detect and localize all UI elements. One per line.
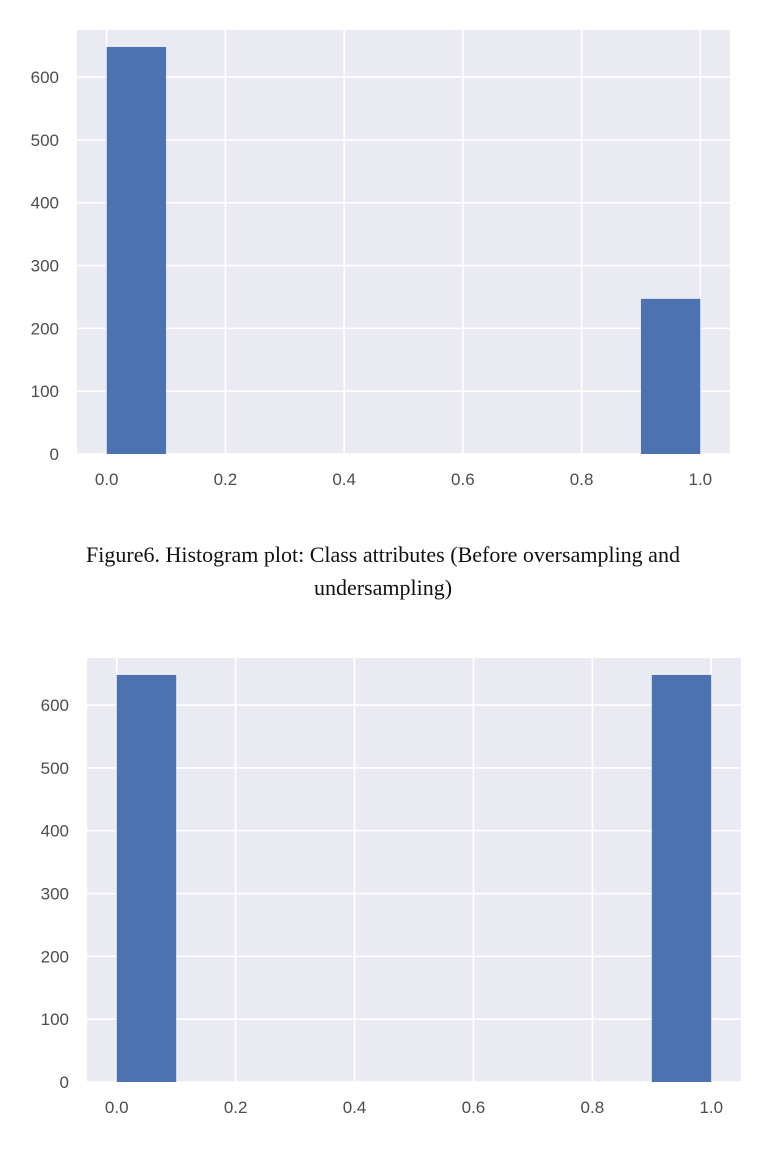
chart-1-y-tick-label: 300 <box>31 257 59 276</box>
chart-1-y-tick-label: 0 <box>50 445 59 464</box>
chart-1-y-tick-label: 400 <box>31 194 59 213</box>
chart-2-x-tick-label: 0.8 <box>581 1098 605 1117</box>
histogram-before-svg: 0.0 0.2 0.4 0.6 0.8 1.0 0 100 200 300 400 500 600 <box>31 30 730 489</box>
chart-2-x-tick-label: 0.2 <box>224 1098 248 1117</box>
chart-1-x-tick-label: 1.0 <box>688 470 712 489</box>
chart-1-x-tick-label: 0.4 <box>332 470 356 489</box>
chart-2-y-tick-label: 400 <box>41 822 69 841</box>
chart-1-x-tick-label: 0.0 <box>95 470 119 489</box>
chart-2-x-tick-label: 1.0 <box>699 1098 723 1117</box>
chart-1-y-tick-label: 100 <box>31 382 59 401</box>
chart-1-bar <box>106 46 167 455</box>
chart-1-bar <box>640 298 701 454</box>
histogram-after-svg: 0.0 0.2 0.4 0.6 0.8 1.0 0 100 200 300 400 500 600 <box>41 658 741 1117</box>
chart-1-y-tick-label: 500 <box>31 131 59 150</box>
chart-1-plot-area <box>77 30 730 454</box>
chart-1-x-tick-label: 0.6 <box>451 470 475 489</box>
chart-2-bar <box>116 674 177 1082</box>
histogram-after: 0.0 0.2 0.4 0.6 0.8 1.0 0 100 200 300 400 500 600 <box>0 640 766 1152</box>
figure-caption-text: Figure6. Histogram plot: Class attribute… <box>86 542 680 600</box>
chart-2-x-tick-label: 0.4 <box>343 1098 367 1117</box>
chart-2-y-tick-label: 200 <box>41 947 69 966</box>
histogram-before: 0.0 0.2 0.4 0.6 0.8 1.0 0 100 200 300 400 500 600 <box>0 0 766 510</box>
chart-2-x-tick-label: 0.6 <box>462 1098 486 1117</box>
figure-caption: Figure6. Histogram plot: Class attribute… <box>0 538 766 604</box>
chart-1-x-tick-label: 0.2 <box>214 470 238 489</box>
chart-2-plot-area <box>87 658 741 1082</box>
chart-1-y-tick-label: 200 <box>31 319 59 338</box>
chart-1-x-tick-label: 0.8 <box>570 470 594 489</box>
chart-2-bar <box>651 674 712 1082</box>
chart-2-x-tick-label: 0.0 <box>105 1098 129 1117</box>
chart-2-y-tick-label: 100 <box>41 1010 69 1029</box>
chart-2-y-tick-label: 300 <box>41 885 69 904</box>
chart-2-y-tick-label: 600 <box>41 696 69 715</box>
chart-2-y-tick-label: 0 <box>60 1073 69 1092</box>
chart-1-y-tick-label: 600 <box>31 68 59 87</box>
chart-2-y-tick-label: 500 <box>41 759 69 778</box>
